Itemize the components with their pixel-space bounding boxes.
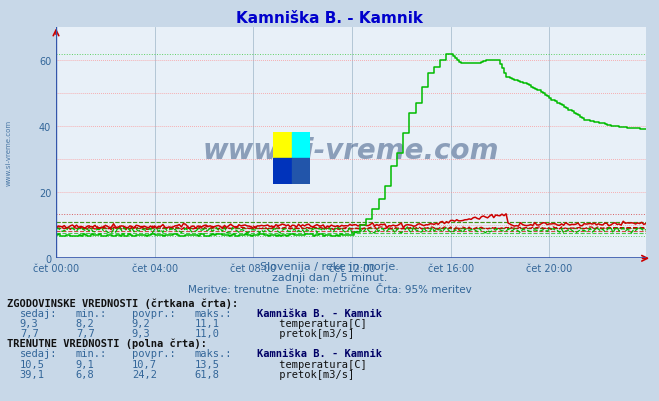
- Text: Slovenija / reke in morje.: Slovenija / reke in morje.: [260, 261, 399, 271]
- Text: 11,1: 11,1: [194, 318, 219, 328]
- Text: 7,7: 7,7: [20, 328, 38, 338]
- Text: 24,2: 24,2: [132, 369, 157, 379]
- Text: Meritve: trenutne  Enote: metrične  Črta: 95% meritev: Meritve: trenutne Enote: metrične Črta: …: [188, 284, 471, 294]
- Text: 39,1: 39,1: [20, 369, 45, 379]
- Text: 9,3: 9,3: [132, 328, 150, 338]
- Text: 6,8: 6,8: [76, 369, 94, 379]
- Text: www.si-vreme.com: www.si-vreme.com: [203, 136, 499, 164]
- Text: maks.:: maks.:: [194, 348, 232, 358]
- Text: maks.:: maks.:: [194, 308, 232, 318]
- Text: sedaj:: sedaj:: [20, 348, 57, 358]
- Text: pretok[m3/s]: pretok[m3/s]: [273, 328, 355, 338]
- Text: 10,5: 10,5: [20, 359, 45, 369]
- Text: 61,8: 61,8: [194, 369, 219, 379]
- Text: 7,7: 7,7: [76, 328, 94, 338]
- Text: 9,1: 9,1: [76, 359, 94, 369]
- Text: temperatura[C]: temperatura[C]: [273, 318, 367, 328]
- Bar: [291, 158, 310, 184]
- Text: TRENUTNE VREDNOSTI (polna črta):: TRENUTNE VREDNOSTI (polna črta):: [7, 338, 206, 348]
- Text: 8,2: 8,2: [76, 318, 94, 328]
- Text: zadnji dan / 5 minut.: zadnji dan / 5 minut.: [272, 273, 387, 283]
- Bar: [273, 132, 291, 158]
- Text: 9,3: 9,3: [20, 318, 38, 328]
- Text: min.:: min.:: [76, 308, 107, 318]
- Text: povpr.:: povpr.:: [132, 308, 175, 318]
- Text: Kamniška B. - Kamnik: Kamniška B. - Kamnik: [257, 348, 382, 358]
- Text: sedaj:: sedaj:: [20, 308, 57, 318]
- Text: pretok[m3/s]: pretok[m3/s]: [273, 369, 355, 379]
- Text: www.si-vreme.com: www.si-vreme.com: [5, 119, 12, 185]
- Text: 10,7: 10,7: [132, 359, 157, 369]
- Text: Kamniška B. - Kamnik: Kamniška B. - Kamnik: [236, 11, 423, 26]
- Text: povpr.:: povpr.:: [132, 348, 175, 358]
- Bar: [273, 158, 291, 184]
- Text: 9,2: 9,2: [132, 318, 150, 328]
- Text: 13,5: 13,5: [194, 359, 219, 369]
- Text: temperatura[C]: temperatura[C]: [273, 359, 367, 369]
- Text: ZGODOVINSKE VREDNOSTI (črtkana črta):: ZGODOVINSKE VREDNOSTI (črtkana črta):: [7, 298, 238, 308]
- Text: min.:: min.:: [76, 348, 107, 358]
- Text: 11,0: 11,0: [194, 328, 219, 338]
- Bar: [291, 132, 310, 158]
- Text: Kamniška B. - Kamnik: Kamniška B. - Kamnik: [257, 308, 382, 318]
